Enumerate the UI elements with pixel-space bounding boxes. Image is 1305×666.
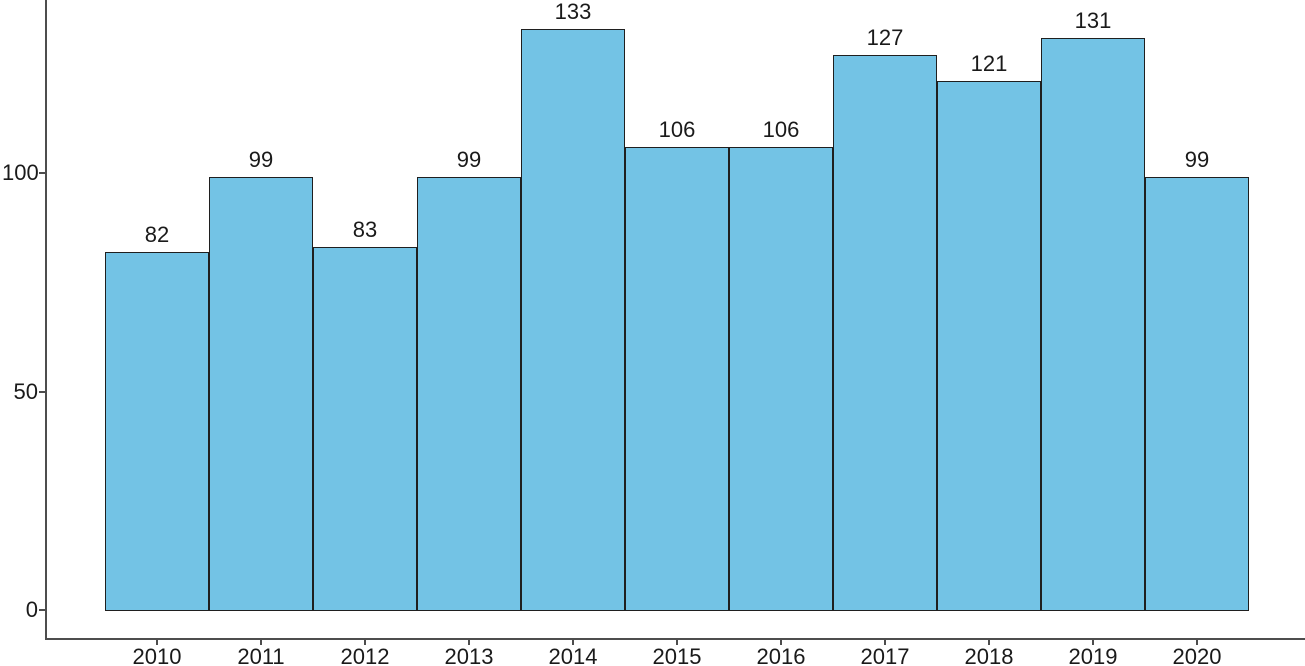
bar-value-label-2017: 127 [866, 25, 904, 50]
bar-2012 [313, 247, 417, 611]
bar-2015 [625, 147, 729, 611]
bar-2016 [729, 147, 833, 611]
bar-value-label-2010: 82 [144, 222, 170, 247]
y-tick-100 [39, 172, 45, 174]
bar-2011 [209, 177, 313, 611]
y-tick-label-0: 0 [25, 597, 38, 622]
x-tick-2014 [572, 640, 574, 645]
y-tick-label-50: 50 [13, 379, 38, 404]
x-tick-label-2011: 2011 [237, 644, 285, 666]
x-tick-label-2017: 2017 [860, 644, 910, 666]
y-tick-50 [39, 391, 45, 393]
x-tick-2019 [1092, 640, 1094, 645]
x-tick-label-2010: 2010 [132, 644, 182, 666]
x-axis-line [45, 638, 1305, 640]
x-tick-label-2018: 2018 [964, 644, 1014, 666]
x-tick-2016 [780, 640, 782, 645]
x-tick-2012 [364, 640, 366, 645]
bar-value-label-2013: 99 [456, 147, 482, 172]
y-tick-0 [39, 609, 45, 611]
x-tick-label-2014: 2014 [548, 644, 598, 666]
bar-2010 [105, 252, 209, 611]
x-tick-2018 [988, 640, 990, 645]
x-tick-label-2013: 2013 [444, 644, 494, 666]
bar-value-label-2018: 121 [970, 51, 1008, 76]
x-tick-label-2015: 2015 [652, 644, 702, 666]
x-tick-2013 [468, 640, 470, 645]
bar-2019 [1041, 38, 1145, 611]
x-tick-2017 [884, 640, 886, 645]
x-tick-2015 [676, 640, 678, 645]
x-tick-label-2016: 2016 [756, 644, 806, 666]
bar-value-label-2015: 106 [658, 117, 696, 142]
x-tick-label-2020: 2020 [1172, 644, 1222, 666]
bar-value-label-2014: 133 [554, 0, 592, 24]
bar-2014 [521, 29, 625, 611]
bar-value-label-2016: 106 [762, 117, 800, 142]
x-tick-2020 [1196, 640, 1198, 645]
bar-2013 [417, 177, 521, 611]
y-tick-label-100: 100 [2, 160, 39, 185]
bar-2018 [937, 81, 1041, 611]
bar-2017 [833, 55, 937, 611]
bar-value-label-2012: 83 [352, 217, 378, 242]
x-tick-2010 [156, 640, 158, 645]
bar-value-label-2011: 99 [248, 147, 274, 172]
bar-value-label-2019: 131 [1074, 8, 1112, 33]
bar-value-label-2020: 99 [1184, 147, 1210, 172]
x-tick-label-2012: 2012 [340, 644, 390, 666]
x-tick-2011 [260, 640, 262, 645]
y-axis-line [45, 0, 47, 640]
bar-2020 [1145, 177, 1249, 611]
x-tick-label-2019: 2019 [1068, 644, 1118, 666]
